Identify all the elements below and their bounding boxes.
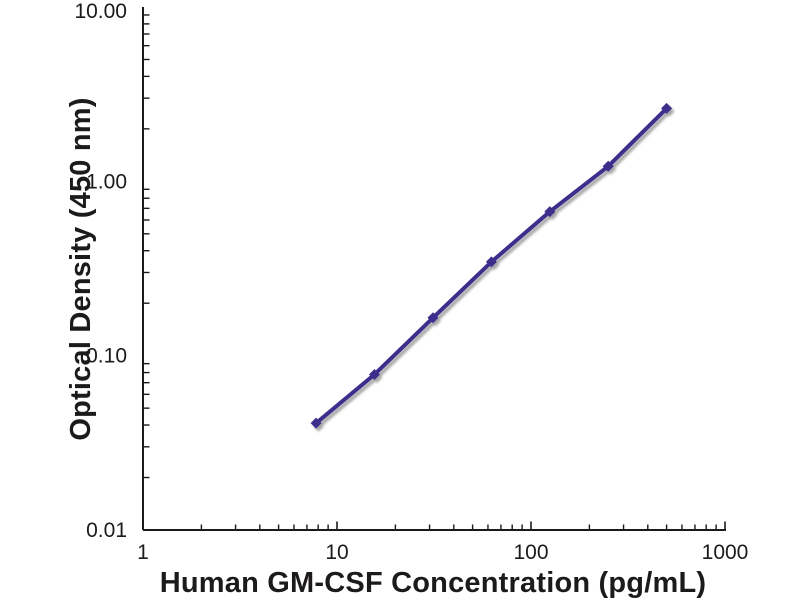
data-point-marker-7.8: [310, 417, 322, 429]
data-point-marker-125: [544, 206, 556, 218]
x-tick-label-10: 10: [325, 541, 348, 564]
x-tick-label-100: 100: [513, 541, 548, 564]
x-tick-label-1: 1: [137, 541, 149, 564]
y-axis-title: Optical Density (450 nm): [65, 97, 97, 440]
data-point-marker-250: [602, 160, 614, 172]
data-point-marker-500: [661, 102, 673, 114]
data-point-marker-31.25: [427, 312, 439, 324]
y-tick-label-0.10: 0.10: [86, 345, 127, 368]
axes-layer: [142, 7, 726, 531]
series-human-gm-csf-standard-curve: [310, 102, 673, 429]
tick-labels-layer: 1 10 100 1000 10.00 1.00 0.10 0.01: [74, 0, 748, 564]
x-tick-label-1000: 1000: [702, 541, 749, 564]
y-tick-label-10.00: 10.00: [74, 0, 127, 23]
data-point-marker-62.5: [485, 256, 497, 268]
data-series-layer: [310, 102, 673, 429]
y-tick-label-1.00: 1.00: [86, 170, 127, 193]
x-axis-title: Human GM-CSF Concentration (pg/mL): [160, 567, 707, 599]
data-point-marker-15.6: [368, 368, 380, 380]
y-tick-label-0.01: 0.01: [86, 519, 127, 542]
gridlines-layer: [143, 6, 725, 357]
